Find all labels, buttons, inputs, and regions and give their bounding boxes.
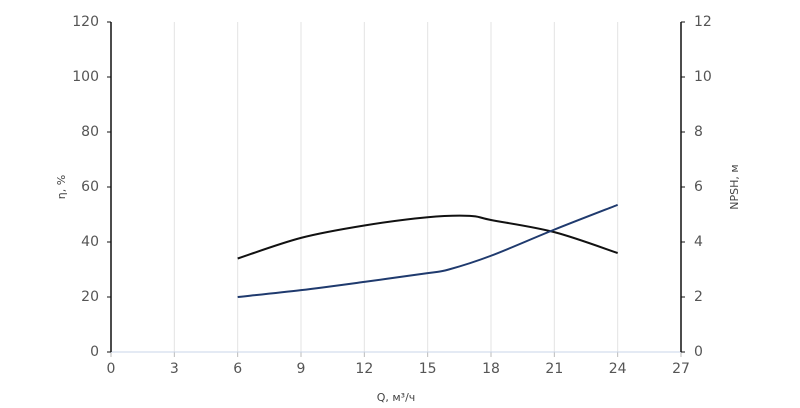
y2-tick-label: 8 [694,124,703,140]
y-tick-label: 20 [81,289,99,305]
y2-tick-label: 6 [694,179,703,195]
x-tick-label: 12 [355,361,373,377]
series-line [237,203,619,298]
y-axis-label: η, % [55,175,68,199]
x-tick-label: 9 [297,361,306,377]
y-tick-label: 40 [81,234,99,250]
y-tick-label: 80 [81,124,99,140]
x-tick-label: 24 [609,361,627,377]
y2-tick-label: 12 [694,14,712,30]
y2-tick-label: 10 [694,69,712,85]
x-tick-label: 21 [545,361,563,377]
y2-axis-label: NPSH, м [728,164,741,209]
x-tick-label: 27 [672,361,690,377]
x-tick-label: 3 [170,361,179,377]
y-tick-label: 100 [72,69,99,85]
x-tick-label: 0 [107,361,116,377]
y-tick-label: 60 [81,179,99,195]
y-tick-label: 0 [90,344,99,360]
y2-tick-label: 0 [694,344,703,360]
y2-tick-label: 2 [694,289,703,305]
x-tick-label: 18 [482,361,500,377]
x-tick-label: 15 [419,361,437,377]
x-axis-label: Q, м³/ч [377,391,416,404]
y2-tick-label: 4 [694,234,703,250]
x-tick-label: 6 [233,361,242,377]
y-tick-label: 120 [72,14,99,30]
